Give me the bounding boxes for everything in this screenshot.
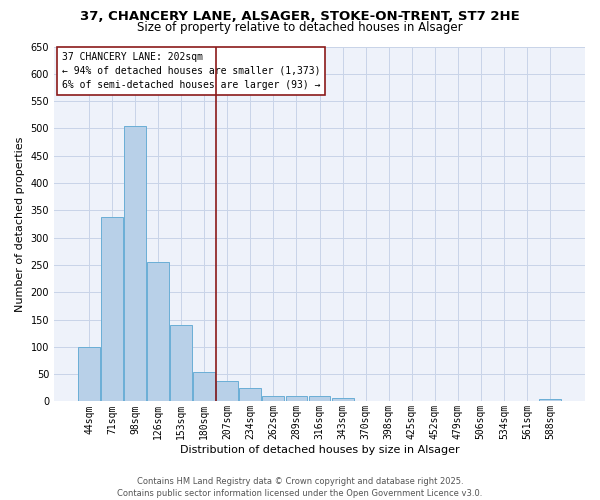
- Bar: [262, 396, 284, 402]
- Bar: [170, 325, 192, 402]
- Bar: [286, 396, 307, 402]
- Bar: [147, 262, 169, 402]
- X-axis label: Distribution of detached houses by size in Alsager: Distribution of detached houses by size …: [180, 445, 460, 455]
- Bar: [124, 126, 146, 402]
- Y-axis label: Number of detached properties: Number of detached properties: [15, 136, 25, 312]
- Bar: [193, 372, 215, 402]
- Text: Contains HM Land Registry data © Crown copyright and database right 2025.
Contai: Contains HM Land Registry data © Crown c…: [118, 476, 482, 498]
- Bar: [239, 388, 262, 402]
- Text: 37 CHANCERY LANE: 202sqm
← 94% of detached houses are smaller (1,373)
6% of semi: 37 CHANCERY LANE: 202sqm ← 94% of detach…: [62, 52, 320, 90]
- Bar: [308, 396, 331, 402]
- Bar: [539, 398, 561, 402]
- Text: Size of property relative to detached houses in Alsager: Size of property relative to detached ho…: [137, 21, 463, 34]
- Bar: [78, 347, 100, 402]
- Bar: [217, 381, 238, 402]
- Bar: [332, 398, 353, 402]
- Bar: [101, 217, 123, 402]
- Text: 37, CHANCERY LANE, ALSAGER, STOKE-ON-TRENT, ST7 2HE: 37, CHANCERY LANE, ALSAGER, STOKE-ON-TRE…: [80, 10, 520, 23]
